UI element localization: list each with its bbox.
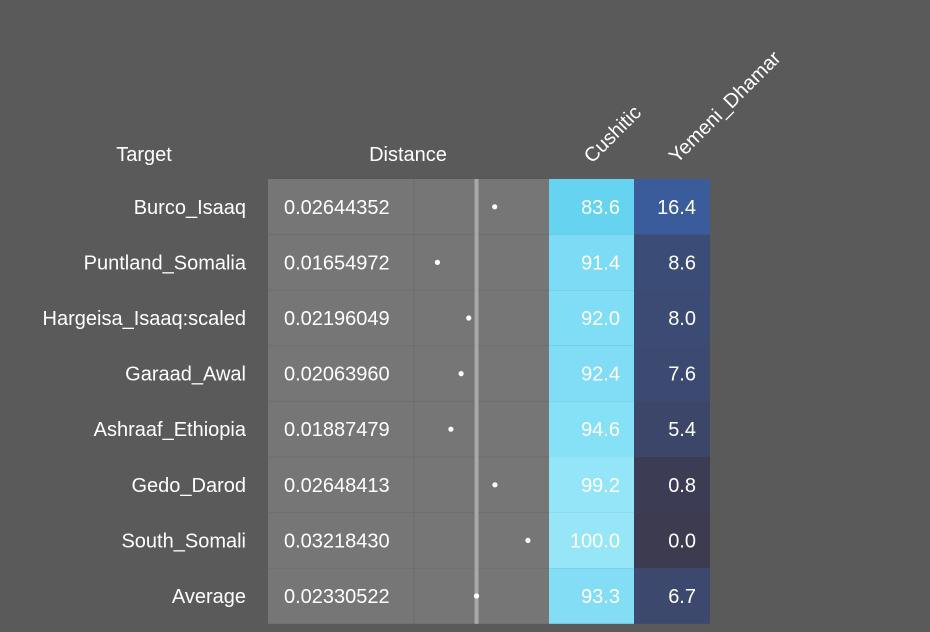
- yemeni-value: 8.0: [668, 308, 696, 330]
- distance-dot: [448, 426, 454, 432]
- header-yemeni-dhamar: Yemeni_Dhamar: [665, 47, 786, 168]
- cushitic-cell: [549, 234, 634, 291]
- yemeni-value: 16.4: [657, 197, 696, 219]
- target-label: Average: [172, 586, 246, 608]
- distance-value: 0.02196049: [284, 308, 390, 330]
- target-label: South_Somali: [121, 530, 246, 552]
- distance-value: 0.01654972: [284, 252, 390, 274]
- yemeni-value: 8.6: [668, 252, 696, 274]
- target-label: Hargeisa_Isaaq:scaled: [43, 308, 246, 330]
- cushitic-value: 83.6: [581, 197, 620, 219]
- cushitic-value: 92.0: [581, 308, 620, 330]
- yemeni-value: 7.6: [668, 364, 696, 386]
- cushitic-cell: [549, 457, 634, 513]
- cushitic-cell: [549, 290, 634, 346]
- distance-dot: [434, 259, 441, 265]
- header-distance: Distance: [369, 144, 447, 166]
- distance-value: 0.01887479: [284, 419, 390, 441]
- distance-value: 0.02648413: [284, 475, 390, 497]
- target-label: Burco_Isaaq: [134, 197, 246, 219]
- average-distance-dot: [473, 593, 480, 599]
- cushitic-value: 100.0: [570, 530, 620, 552]
- target-label: Gedo_Darod: [131, 475, 246, 497]
- distance-value: 0.02644352: [284, 197, 390, 219]
- yemeni-cell: [634, 179, 710, 235]
- target-label: Puntland_Somalia: [84, 252, 247, 274]
- distance-value: 0.02330522: [284, 586, 390, 608]
- yemeni-cell: [634, 457, 710, 513]
- distance-dot: [458, 371, 464, 377]
- distance-dot: [466, 315, 472, 321]
- cushitic-cell: [549, 179, 634, 235]
- cushitic-value: 93.3: [581, 586, 620, 608]
- distance-value: 0.02063960: [284, 364, 390, 386]
- yemeni-cell: [634, 290, 710, 346]
- cushitic-value: 94.6: [581, 419, 620, 441]
- yemeni-value: 0.0: [668, 530, 696, 552]
- average-distance-line: [474, 179, 479, 624]
- cushitic-value: 91.4: [581, 252, 620, 274]
- yemeni-cell: [634, 234, 710, 291]
- distance-dot: [492, 482, 498, 488]
- cushitic-cell: [549, 401, 634, 457]
- table-rows: Burco_Isaaq 0.02644352 83.6 16.4 Puntland_So…: [43, 179, 710, 624]
- cushitic-value: 99.2: [581, 475, 620, 497]
- distance-dot: [492, 204, 498, 210]
- cushitic-value: 92.4: [581, 364, 620, 386]
- yemeni-cell: [634, 345, 710, 402]
- yemeni-cell: [634, 401, 710, 457]
- yemeni-value: 5.4: [668, 419, 696, 441]
- cushitic-cell: [549, 512, 634, 569]
- target-label: Garaad_Awal: [125, 364, 246, 386]
- header-target: Target: [116, 144, 172, 166]
- distance-value: 0.03218430: [284, 530, 390, 552]
- cushitic-cell: [549, 568, 634, 624]
- yemeni-value: 6.7: [668, 586, 696, 608]
- distance-dot: [525, 537, 531, 544]
- yemeni-cell: [634, 512, 710, 569]
- yemeni-cell: [634, 568, 710, 624]
- yemeni-value: 0.8: [668, 475, 696, 497]
- header-cushitic: Cushitic: [580, 102, 646, 168]
- target-label: Ashraaf_Ethiopia: [94, 419, 247, 441]
- cushitic-cell: [549, 345, 634, 402]
